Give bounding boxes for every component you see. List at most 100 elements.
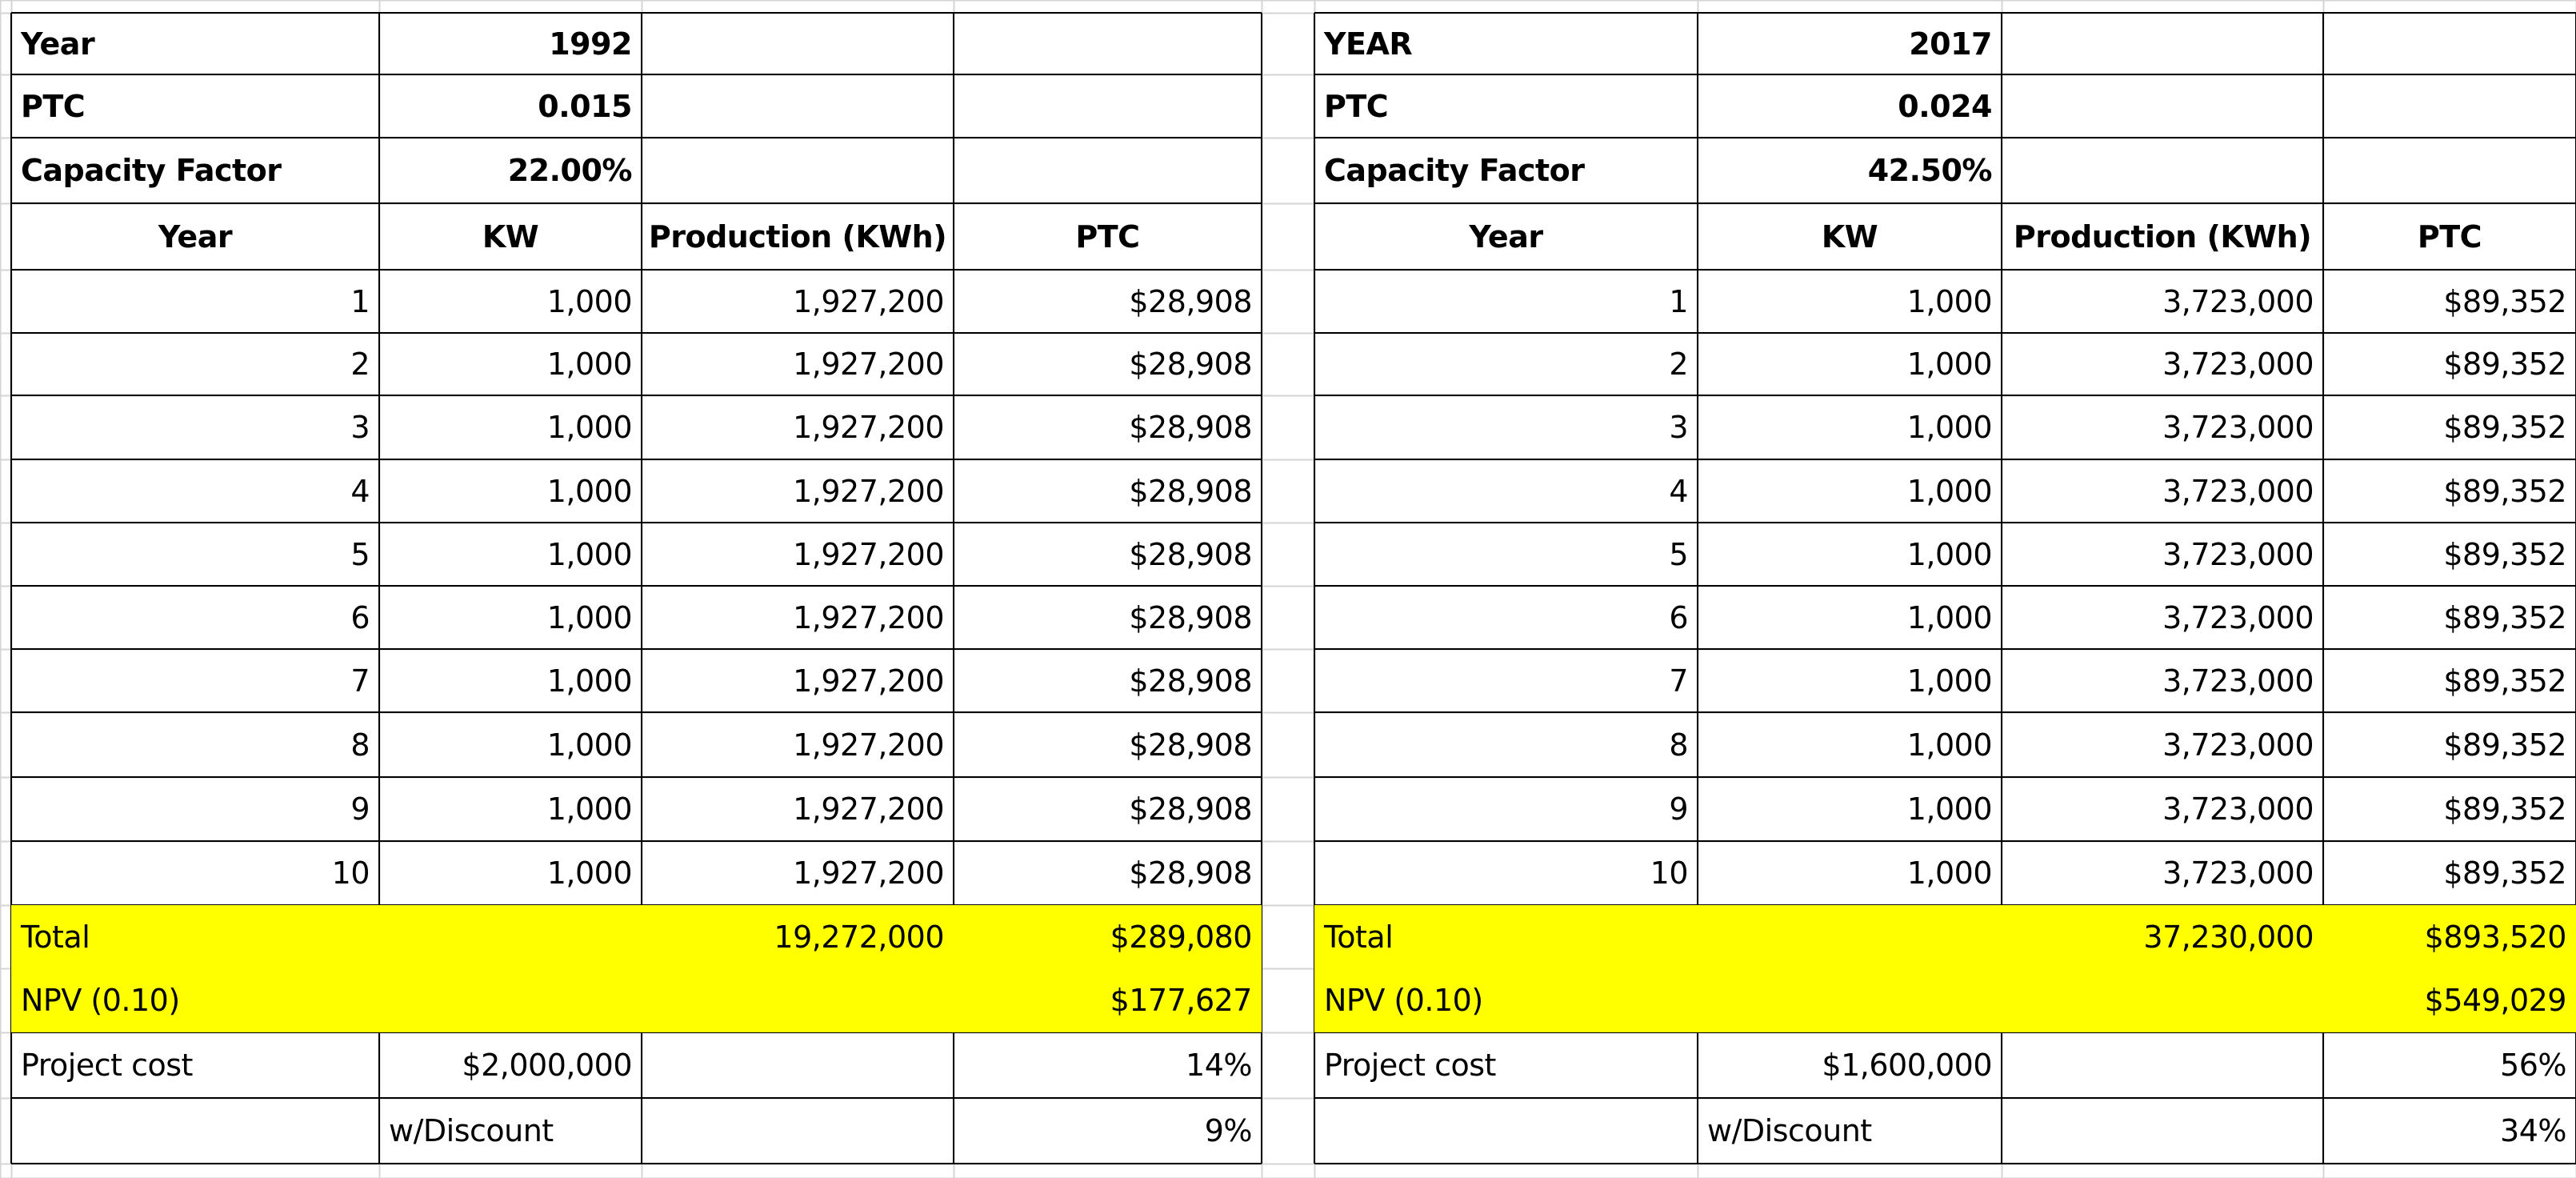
left-cell-year[interactable]: 8	[350, 727, 370, 763]
right-param-value[interactable]: 2017	[1909, 26, 1992, 62]
left-empty-cell[interactable]	[642, 74, 954, 138]
left-cell-ptc[interactable]: $28,908	[1129, 347, 1252, 382]
right-project-cost-value[interactable]: $1,600,000	[1822, 1048, 1992, 1083]
right-cell-kw[interactable]: 1,000	[1906, 855, 1993, 891]
right-cell-production[interactable]: 3,723,000	[2162, 347, 2314, 382]
left-cell-production[interactable]: 1,927,200	[793, 855, 944, 891]
right-param-label[interactable]: Capacity Factor	[1324, 153, 1585, 188]
right-npv-kw[interactable]	[1698, 968, 2002, 1032]
left-cell-ptc[interactable]: $28,908	[1129, 599, 1252, 635]
left-cell-ptc[interactable]: $28,908	[1129, 855, 1252, 891]
left-cell-kw[interactable]: 1,000	[546, 536, 633, 572]
left-cell-kw[interactable]: 1,000	[546, 283, 633, 319]
right-discount-label[interactable]: w/Discount	[1707, 1113, 1872, 1148]
right-cell-ptc[interactable]: $89,352	[2443, 727, 2566, 763]
left-empty-cell[interactable]	[642, 1032, 954, 1098]
right-cell-production[interactable]: 3,723,000	[2162, 283, 2314, 319]
right-cell-year[interactable]: 3	[1669, 410, 1688, 445]
left-col-header-production[interactable]: Production (KWh)	[648, 218, 947, 254]
right-total-label[interactable]: Total	[1314, 905, 1698, 968]
right-npv-label[interactable]: NPV (0.10)	[1314, 968, 1698, 1032]
right-cell-kw[interactable]: 1,000	[1906, 663, 1993, 699]
right-cell-year[interactable]: 7	[1669, 663, 1688, 699]
right-empty-cell[interactable]	[2323, 74, 2576, 138]
left-cell-year[interactable]: 5	[350, 536, 370, 572]
left-cell-kw[interactable]: 1,000	[546, 663, 633, 699]
right-cell-kw[interactable]: 1,000	[1906, 410, 1993, 445]
right-cell-kw[interactable]: 1,000	[1906, 599, 1993, 635]
right-project-cost-label[interactable]: Project cost	[1324, 1048, 1496, 1083]
left-total-label[interactable]: Total	[11, 905, 379, 968]
left-cell-production[interactable]: 1,927,200	[793, 599, 944, 635]
right-cell-kw[interactable]: 1,000	[1906, 727, 1993, 763]
left-param-label[interactable]: PTC	[21, 88, 86, 124]
left-total-production[interactable]: 19,272,000	[642, 905, 954, 968]
right-cell-ptc[interactable]: $89,352	[2443, 855, 2566, 891]
right-param-label[interactable]: YEAR	[1324, 26, 1413, 62]
right-empty-cell[interactable]	[2002, 138, 2323, 203]
left-project-cost-pct[interactable]: 14%	[1186, 1048, 1252, 1083]
right-cell-production[interactable]: 3,723,000	[2162, 599, 2314, 635]
right-col-header-ptc[interactable]: PTC	[2417, 218, 2482, 254]
left-npv-kw[interactable]	[379, 968, 642, 1032]
right-cell-ptc[interactable]: $89,352	[2443, 663, 2566, 699]
right-cell-production[interactable]: 3,723,000	[2162, 855, 2314, 891]
right-col-header-kw[interactable]: KW	[1821, 218, 1878, 254]
right-cell-year[interactable]: 1	[1669, 283, 1688, 319]
left-project-cost-value[interactable]: $2,000,000	[462, 1048, 632, 1083]
right-empty-cell[interactable]	[2002, 1098, 2323, 1164]
right-cell-ptc[interactable]: $89,352	[2443, 473, 2566, 509]
right-param-value[interactable]: 42.50%	[1867, 153, 1993, 188]
left-cell-kw[interactable]: 1,000	[546, 791, 633, 827]
left-cell-year[interactable]: 6	[350, 599, 370, 635]
left-cell-ptc[interactable]: $28,908	[1129, 536, 1252, 572]
right-npv-production[interactable]	[2002, 968, 2323, 1032]
right-cell-production[interactable]: 3,723,000	[2162, 410, 2314, 445]
left-cell-ptc[interactable]: $28,908	[1129, 410, 1252, 445]
left-param-label[interactable]: Capacity Factor	[21, 153, 282, 188]
left-cell-ptc[interactable]: $28,908	[1129, 663, 1252, 699]
right-cell-year[interactable]: 10	[1650, 855, 1689, 891]
left-cell-year[interactable]: 2	[350, 347, 370, 382]
right-cell-production[interactable]: 3,723,000	[2162, 473, 2314, 509]
left-cell-kw[interactable]: 1,000	[546, 473, 633, 509]
left-empty-cell[interactable]	[954, 138, 1262, 203]
left-empty-cell[interactable]	[954, 13, 1262, 74]
right-npv-ptc[interactable]: $549,029	[2323, 968, 2576, 1032]
right-cell-production[interactable]: 3,723,000	[2162, 663, 2314, 699]
right-param-label[interactable]: PTC	[1324, 88, 1389, 124]
left-cell-kw[interactable]: 1,000	[546, 410, 633, 445]
left-npv-production[interactable]	[642, 968, 954, 1032]
right-cell-ptc[interactable]: $89,352	[2443, 283, 2566, 319]
left-cell-production[interactable]: 1,927,200	[793, 727, 944, 763]
left-cell-kw[interactable]: 1,000	[546, 727, 633, 763]
right-cell-year[interactable]: 5	[1669, 536, 1688, 572]
right-cell-kw[interactable]: 1,000	[1906, 791, 1993, 827]
right-cell-kw[interactable]: 1,000	[1906, 473, 1993, 509]
right-cell-ptc[interactable]: $89,352	[2443, 791, 2566, 827]
left-cell-ptc[interactable]: $28,908	[1129, 791, 1252, 827]
left-cell-production[interactable]: 1,927,200	[793, 347, 944, 382]
left-cell-year[interactable]: 7	[350, 663, 370, 699]
left-total-ptc[interactable]: $289,080	[954, 905, 1262, 968]
left-cell-production[interactable]: 1,927,200	[793, 791, 944, 827]
right-cell-production[interactable]: 3,723,000	[2162, 536, 2314, 572]
right-empty-cell[interactable]	[2002, 74, 2323, 138]
right-total-kw[interactable]	[1698, 905, 2002, 968]
right-empty-cell[interactable]	[1314, 1098, 1698, 1164]
right-empty-cell[interactable]	[2323, 13, 2576, 74]
left-cell-year[interactable]: 1	[350, 283, 370, 319]
left-empty-cell[interactable]	[954, 74, 1262, 138]
left-cell-kw[interactable]: 1,000	[546, 855, 633, 891]
left-cell-ptc[interactable]: $28,908	[1129, 473, 1252, 509]
right-cell-year[interactable]: 4	[1669, 473, 1688, 509]
left-col-header-ptc[interactable]: PTC	[1075, 218, 1140, 254]
right-cell-ptc[interactable]: $89,352	[2443, 347, 2566, 382]
left-cell-production[interactable]: 1,927,200	[793, 410, 944, 445]
right-col-header-production[interactable]: Production (KWh)	[2013, 218, 2312, 254]
left-cell-kw[interactable]: 1,000	[546, 599, 633, 635]
left-cell-ptc[interactable]: $28,908	[1129, 283, 1252, 319]
right-empty-cell[interactable]	[2002, 1032, 2323, 1098]
right-cell-production[interactable]: 3,723,000	[2162, 791, 2314, 827]
left-cell-year[interactable]: 3	[350, 410, 370, 445]
